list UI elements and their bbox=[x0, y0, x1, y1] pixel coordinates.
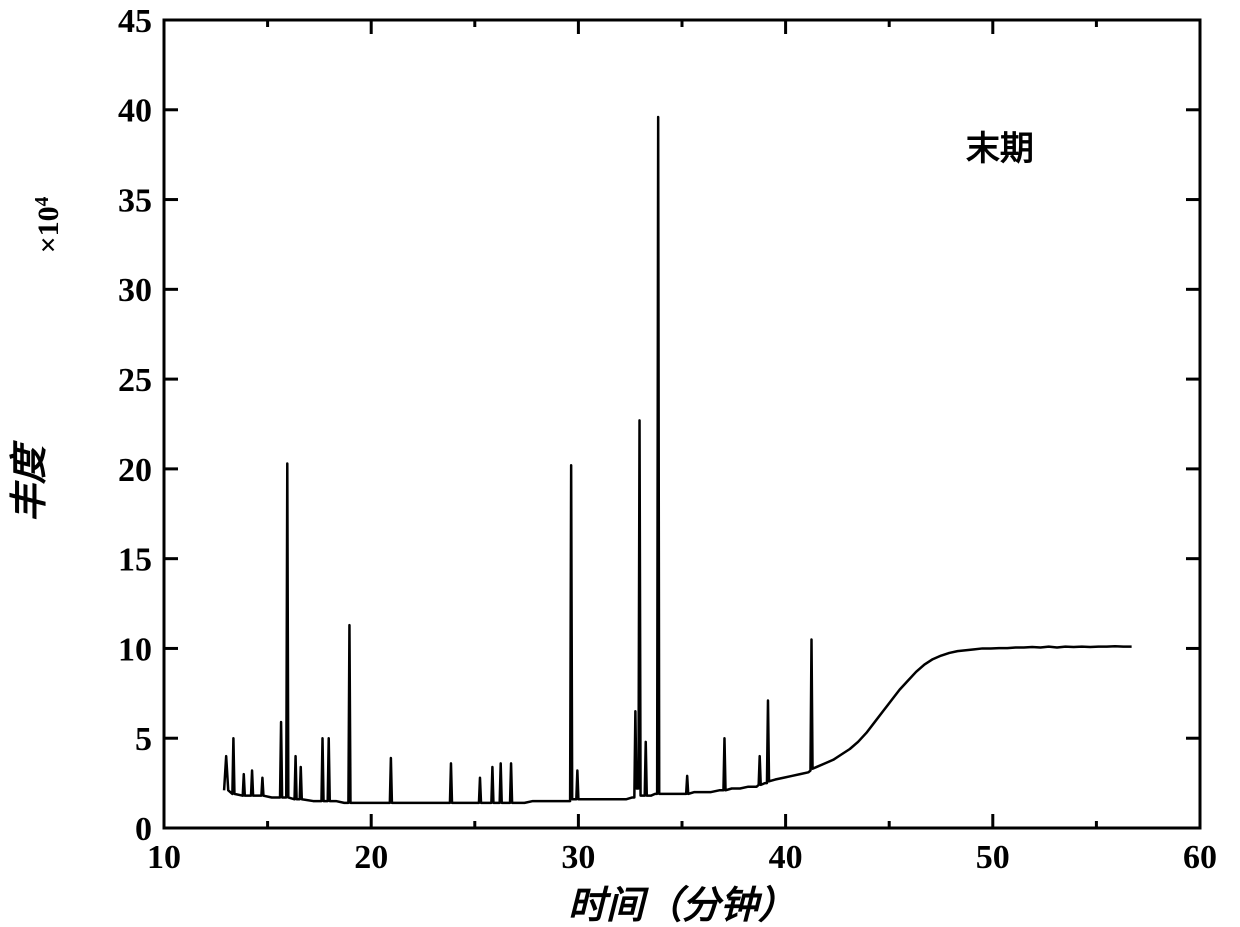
x-tick-label: 40 bbox=[769, 839, 803, 876]
y-tick-label: 25 bbox=[118, 362, 152, 399]
y-tick-label: 20 bbox=[118, 452, 152, 489]
x-tick-label: 30 bbox=[561, 839, 595, 876]
x-tick-label: 60 bbox=[1183, 839, 1217, 876]
y-tick-label: 15 bbox=[118, 542, 152, 579]
y-tick-label: 30 bbox=[118, 272, 152, 309]
y-tick-label: 10 bbox=[118, 631, 152, 668]
chromatogram-chart: 102030405060051015202530354045时间（分钟）丰度×1… bbox=[0, 0, 1240, 927]
x-tick-label: 50 bbox=[976, 839, 1010, 876]
y-tick-label: 45 bbox=[118, 3, 152, 40]
x-axis-label: 时间（分钟） bbox=[568, 884, 796, 927]
y-tick-label: 5 bbox=[135, 721, 152, 758]
y-axis-label: 丰度 bbox=[9, 440, 51, 522]
annotation-label: 末期 bbox=[966, 130, 1034, 168]
x-tick-label: 20 bbox=[354, 839, 388, 876]
chart-background bbox=[0, 0, 1240, 927]
y-tick-label: 40 bbox=[118, 93, 152, 130]
y-tick-label: 0 bbox=[135, 811, 152, 848]
y-tick-label: 35 bbox=[118, 182, 152, 219]
x-tick-label: 10 bbox=[147, 839, 181, 876]
